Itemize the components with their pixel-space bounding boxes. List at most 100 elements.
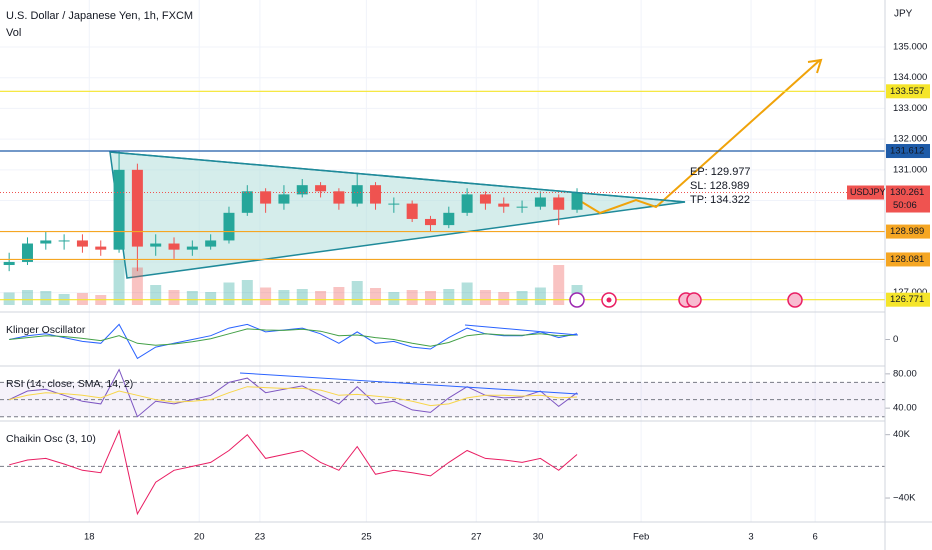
projection-arrow [571, 59, 821, 215]
volume-bar [461, 282, 473, 305]
candle-body [498, 203, 510, 207]
x-tick-label: 27 [471, 532, 482, 543]
candle-body [516, 206, 528, 208]
candle-body [260, 191, 272, 204]
volume-bar [223, 282, 235, 305]
candle-body [76, 240, 88, 247]
trend-line [109, 151, 686, 203]
candle-body [315, 185, 327, 192]
indicator-label: Chaikin Osc (3, 10) [6, 433, 96, 445]
y-tick-label: 132.000 [893, 134, 927, 145]
y-tick-label: 40.00 [893, 403, 917, 414]
indicator-trend-line [239, 372, 579, 395]
volume-bar [150, 285, 162, 305]
candle-body [58, 240, 70, 242]
volume-bar [443, 289, 455, 305]
volume-bar [260, 287, 272, 305]
volume-bar [3, 292, 15, 305]
level-label: 126.771 [890, 294, 924, 305]
x-tick-label: Feb [633, 532, 649, 543]
x-tick-label: 20 [194, 532, 205, 543]
candle-body [3, 261, 15, 266]
volume-bar [479, 290, 491, 305]
indicator-trend-line [464, 324, 579, 336]
candle-body [113, 169, 125, 250]
candle-body [479, 194, 491, 204]
level-label: 128.081 [890, 254, 924, 265]
level-label-box [886, 252, 930, 267]
indicator-label: RSI (14, close, SMA, 14, 2) [6, 378, 133, 390]
event-icons [569, 292, 803, 308]
candle-body [131, 169, 143, 247]
volume-bar [168, 290, 180, 305]
y-tick-label: 80.00 [893, 368, 917, 379]
chart-title: U.S. Dollar / Japanese Yen, 1h, FXCM [6, 10, 193, 22]
volume-bar [131, 267, 143, 305]
level-label: 133.557 [890, 86, 924, 97]
candle-body [168, 243, 180, 250]
candle-body [40, 240, 52, 244]
trade-annotation: EP: 129.977 [690, 166, 751, 178]
level-label-box [886, 144, 930, 159]
level-label-box [886, 292, 930, 307]
level-label-box [886, 84, 930, 99]
indicator-line [9, 429, 578, 516]
y-tick-label: 0 [893, 334, 898, 345]
candle-body [388, 203, 400, 205]
indicator-line [8, 368, 578, 418]
candle-body [223, 212, 235, 241]
volume-bar [333, 287, 345, 305]
candle-body [205, 240, 217, 247]
candle-body [351, 185, 363, 204]
x-tick-label: 3 [748, 532, 753, 543]
volume-bar [113, 260, 125, 305]
event-icon[interactable] [569, 292, 585, 308]
volume-bar [278, 290, 290, 305]
volume-bar [296, 289, 308, 305]
indicator-label: Klinger Oscillator [6, 324, 86, 336]
last-price-label: 130.261 [890, 187, 924, 198]
volume-bar [205, 292, 217, 305]
x-tick-label: 30 [533, 532, 544, 543]
level-label-box [886, 224, 930, 239]
candle-body [186, 246, 198, 250]
indicator-line [9, 386, 578, 407]
y-tick-label: 40K [893, 429, 911, 440]
trade-annotation: TP: 134.322 [690, 194, 750, 206]
x-tick-label: 18 [84, 532, 95, 543]
candle-body [278, 194, 290, 204]
volume-label: Vol [6, 27, 21, 39]
countdown-label: 50:06 [893, 200, 917, 211]
volume-bar [351, 281, 363, 305]
volume-bar [534, 287, 546, 305]
y-tick-label: −40K [893, 493, 916, 504]
candle-body [553, 197, 565, 210]
symbol-box [847, 185, 884, 200]
level-label: 131.612 [890, 146, 924, 157]
currency-label: JPY [894, 9, 913, 20]
volume-bar [516, 291, 528, 305]
y-tick-label: 133.000 [893, 103, 927, 114]
level-label: 128.989 [890, 226, 924, 237]
indicator-line [9, 328, 578, 347]
volume-bar [424, 291, 436, 305]
volume-bar [40, 291, 52, 305]
event-icon[interactable] [787, 292, 803, 308]
volume-bar [498, 292, 510, 305]
last-price-box [886, 185, 930, 213]
candle-body [150, 243, 162, 247]
candle-body [406, 203, 418, 219]
candle-body [333, 191, 345, 204]
volume-bar [315, 291, 327, 305]
x-tick-label: 25 [361, 532, 372, 543]
volume-bar [241, 280, 253, 305]
candle-body [424, 218, 436, 226]
candle-body [296, 185, 308, 195]
volume-bar [76, 293, 88, 305]
event-icon-dot [606, 297, 612, 303]
candle-body [21, 243, 33, 262]
volume-bar [21, 290, 33, 305]
event-icon[interactable] [686, 292, 702, 308]
volume-bar [406, 290, 418, 305]
